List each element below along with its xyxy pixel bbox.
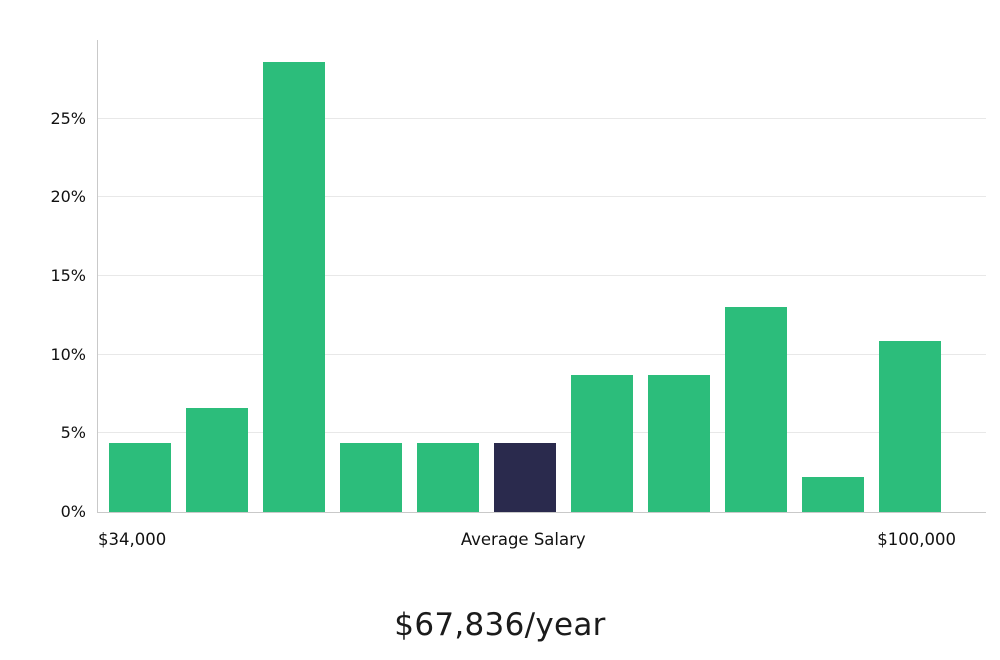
x-label-average-salary: Average Salary [460, 530, 586, 549]
x-label-max-salary: $100,000 [877, 530, 956, 549]
y-tick-label: 15% [50, 266, 86, 285]
bar [340, 442, 402, 512]
bar [879, 340, 941, 512]
gridline [98, 196, 986, 198]
y-tick-label: 10% [50, 344, 86, 364]
bar [109, 442, 171, 512]
x-label-min-salary: $34,000 [98, 530, 167, 549]
average-salary-value: $67,836/year [394, 607, 606, 643]
bar-average-salary [494, 442, 556, 512]
y-tick-label: 5% [60, 423, 86, 443]
y-tick-label: 20% [50, 187, 86, 207]
bar [263, 62, 325, 512]
bar [417, 442, 479, 512]
plot-area [97, 40, 986, 513]
x-axis-labels: $34,000 Average Salary $100,000 [97, 530, 985, 554]
gridline [98, 275, 986, 276]
y-tick-label: 25% [50, 108, 86, 128]
bar [802, 477, 864, 512]
y-tick-label: 0% [60, 502, 86, 521]
gridline [98, 432, 986, 434]
gridline [98, 353, 986, 355]
bar [725, 307, 787, 512]
bar [571, 375, 633, 512]
bar [186, 408, 248, 512]
gridlines [98, 40, 986, 512]
y-axis: 0% 5% 10% 15% 20% 25% [0, 40, 86, 521]
bars [98, 40, 986, 512]
gridline [98, 117, 986, 119]
bar [648, 375, 710, 512]
